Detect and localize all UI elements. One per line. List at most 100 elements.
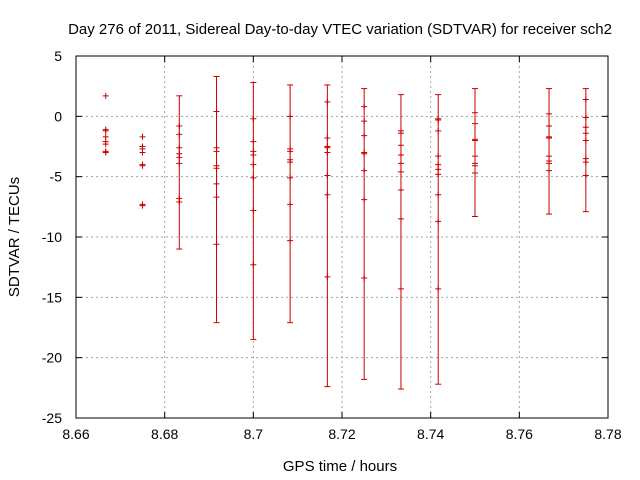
data-point: [176, 122, 183, 129]
data-point: [250, 151, 257, 158]
data-point: [213, 165, 220, 172]
data-point: [435, 285, 442, 292]
grid-layer: [76, 56, 608, 418]
x-tick-label: 8.76: [506, 426, 533, 442]
data-column: [176, 95, 183, 250]
data-point: [361, 103, 368, 110]
x-tick-label: 8.66: [62, 426, 89, 442]
data-point: [397, 151, 404, 158]
data-column: [324, 84, 331, 388]
data-point: [287, 174, 294, 181]
data-column: [361, 88, 368, 380]
data-point: [250, 115, 257, 122]
y-tick-label: 5: [54, 48, 62, 64]
x-axis-label: GPS time / hours: [283, 458, 397, 475]
data-point: [287, 148, 294, 155]
data-point: [324, 191, 331, 198]
data-column: [287, 84, 294, 324]
data-point: [361, 132, 368, 139]
data-point: [361, 118, 368, 125]
data-point: [546, 135, 553, 142]
data-point: [435, 127, 442, 134]
data-point: [324, 98, 331, 105]
data-point: [102, 141, 109, 148]
data-column: [213, 76, 220, 324]
data-point: [397, 285, 404, 292]
data-point: [102, 92, 109, 99]
data-point: [287, 237, 294, 244]
data-point: [139, 133, 146, 140]
data-point: [213, 108, 220, 115]
data-point: [324, 149, 331, 156]
data-point: [582, 130, 589, 137]
y-axis-label: SDTVAR / TECUs: [6, 177, 23, 297]
data-point: [582, 96, 589, 103]
data-point: [361, 150, 368, 157]
data-point: [250, 261, 257, 268]
data-point: [397, 215, 404, 222]
data-point: [176, 154, 183, 161]
x-tick-label: 8.78: [594, 426, 621, 442]
data-point: [213, 194, 220, 201]
data-point: [582, 124, 589, 131]
data-point: [435, 153, 442, 160]
data-point: [213, 148, 220, 155]
data-point: [397, 130, 404, 137]
data-point: [546, 122, 553, 129]
data-column: [472, 88, 478, 217]
data-point: [582, 114, 589, 121]
chart-title: Day 276 of 2011, Sidereal Day-to-day VTE…: [68, 21, 612, 38]
y-tick-label: 0: [54, 108, 62, 124]
data-point: [213, 180, 220, 187]
data-point: [472, 162, 478, 169]
data-column: [435, 94, 442, 385]
data-point: [287, 159, 294, 166]
data-point: [546, 110, 553, 117]
data-point: [472, 109, 478, 116]
data-point: [435, 191, 442, 198]
data-point: [582, 172, 589, 179]
data-point: [361, 167, 368, 174]
data-column: [582, 88, 589, 213]
data-point: [472, 153, 478, 160]
data-point: [139, 202, 146, 209]
y-tick-label: -10: [42, 229, 62, 245]
data-point: [397, 160, 404, 167]
data-point: [324, 172, 331, 179]
data-point: [324, 135, 331, 142]
data-layer: [102, 76, 589, 390]
data-point: [102, 127, 109, 134]
data-point: [213, 241, 220, 248]
data-point: [472, 120, 478, 127]
data-point: [324, 273, 331, 280]
data-point: [176, 160, 183, 167]
data-point: [361, 196, 368, 203]
data-point: [250, 207, 257, 214]
data-point: [397, 168, 404, 175]
tick-layer: 8.66 8.68 8.7 8.72 8.74 8.76 8.78 -25 -20 -15 -10 -…: [42, 48, 622, 442]
data-point: [176, 199, 183, 206]
data-point: [472, 137, 478, 144]
data-point: [139, 149, 146, 156]
data-point: [582, 159, 589, 166]
data-point: [397, 186, 404, 193]
data-point: [472, 170, 478, 177]
y-tick-label: -20: [42, 350, 62, 366]
x-tick-label: 8.74: [417, 426, 444, 442]
data-point: [176, 131, 183, 138]
data-point: [397, 142, 404, 149]
y-tick-label: -15: [42, 289, 62, 305]
data-point: [546, 167, 553, 174]
y-tick-label: -25: [42, 410, 62, 426]
data-point: [176, 144, 183, 151]
data-column: [139, 133, 146, 209]
data-column: [102, 92, 109, 156]
data-point: [582, 137, 589, 144]
data-column: [397, 94, 404, 390]
x-tick-label: 8.7: [244, 426, 264, 442]
x-tick-label: 8.68: [151, 426, 178, 442]
x-tick-label: 8.72: [328, 426, 355, 442]
data-point: [546, 160, 553, 167]
data-point: [361, 275, 368, 282]
